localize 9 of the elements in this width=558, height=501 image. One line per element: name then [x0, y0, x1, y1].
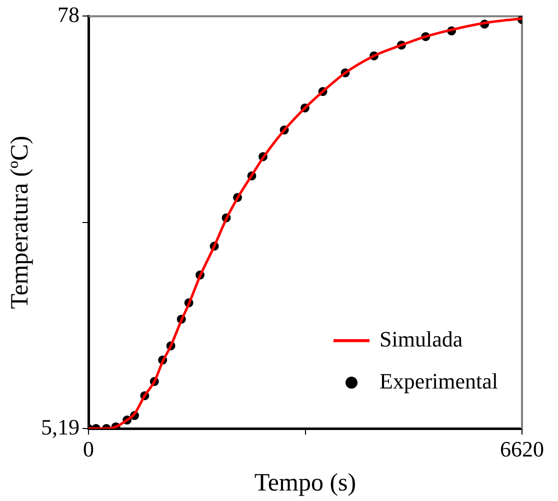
x-axis-title: Tempo (s) — [254, 470, 356, 497]
line-series — [88, 17, 522, 429]
y-tick-label: 78 — [58, 2, 80, 27]
y-axis-title: Temperatura (ºC) — [6, 136, 34, 310]
y-tick-label: 5,19 — [41, 414, 80, 440]
legend-label: Experimental — [379, 368, 498, 394]
legend-label: Simulada — [379, 326, 463, 352]
x-tick-label: 6620 — [500, 436, 544, 462]
x-tick-label: 0 — [83, 436, 94, 462]
